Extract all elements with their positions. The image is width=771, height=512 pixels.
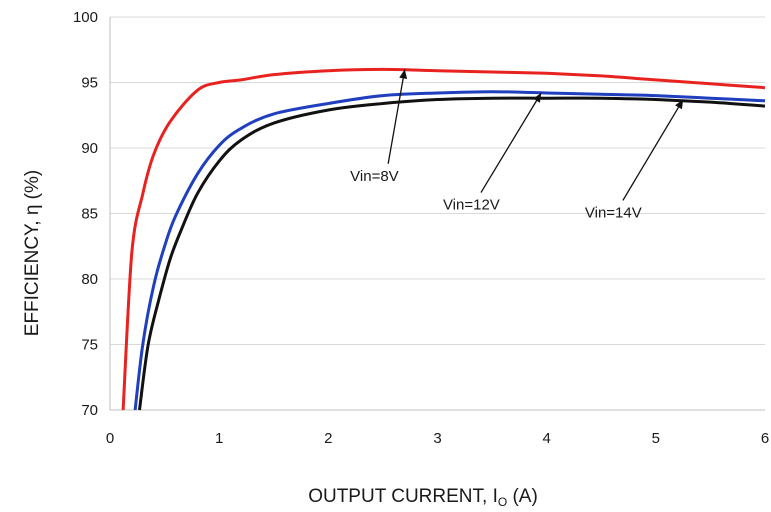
- x-tick-label: 2: [324, 430, 332, 447]
- y-tick-label: 70: [81, 402, 98, 419]
- annotation-layer: Vin=8V Vin=12V Vin=14V: [350, 69, 684, 221]
- series-layer: [121, 67, 766, 411]
- x-tick-label: 6: [761, 430, 769, 447]
- x-axis-title-suffix: (A): [507, 486, 538, 507]
- annotation-arrow-line: [480, 92, 542, 193]
- annotation-arrow-head: [675, 99, 684, 110]
- series-line-3: [138, 96, 766, 411]
- tick-label-layer: 70 75 80 85 90 95 100 0 1 2 3 4 5 6: [73, 9, 769, 447]
- series-line-2: [133, 90, 766, 411]
- x-axis-title-main: OUTPUT CURRENT, I: [308, 486, 498, 507]
- x-tick-label: 5: [652, 430, 660, 447]
- x-tick-label: 3: [433, 430, 441, 447]
- annotation-label: Vin=14V: [585, 204, 642, 221]
- y-axis-title: EFFICIENCY, η (%): [22, 170, 43, 336]
- x-axis-title-subscript: O: [498, 495, 507, 509]
- x-tick-label: 1: [215, 430, 223, 447]
- y-tick-label: 80: [81, 271, 98, 288]
- x-axis-title: OUTPUT CURRENT, IO (A): [308, 486, 538, 509]
- x-tick-label: 4: [542, 430, 550, 447]
- grid-layer: [110, 16, 765, 411]
- annotation-arrow-line: [622, 99, 684, 201]
- annotation-arrow-head: [533, 92, 542, 103]
- y-tick-label: 90: [81, 140, 98, 157]
- annotation-arrow-head: [399, 69, 408, 79]
- annotation-label: Vin=8V: [350, 168, 399, 185]
- x-tick-label: 0: [106, 430, 114, 447]
- series-line-1: [121, 67, 766, 411]
- y-tick-label: 85: [81, 206, 98, 223]
- annotation-label: Vin=12V: [443, 197, 500, 214]
- y-tick-label: 95: [81, 75, 98, 92]
- annotation-arrow-line: [387, 69, 406, 164]
- y-tick-label: 100: [73, 9, 98, 26]
- axis-layer: [109, 17, 765, 411]
- y-tick-label: 75: [81, 337, 98, 354]
